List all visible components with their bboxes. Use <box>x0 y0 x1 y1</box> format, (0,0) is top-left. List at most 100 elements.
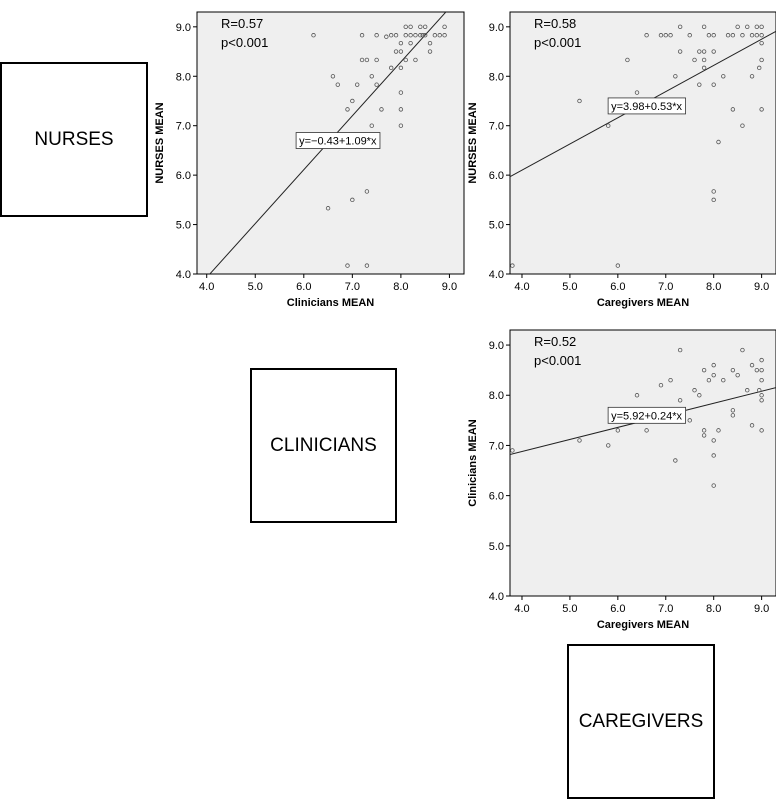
data-point <box>398 49 404 54</box>
r-value: R=0.58 <box>534 16 576 31</box>
data-point <box>668 377 673 383</box>
data-point <box>427 40 433 46</box>
data-point <box>697 82 702 87</box>
data-point <box>754 24 760 30</box>
data-point <box>663 33 668 38</box>
data-point <box>759 393 764 398</box>
chart-clinicians-vs-caregivers: 4.0 5.0 6.0 7.0 8.0 9.0 4.0 5.0 6.0 7.0 8.0 9.0 Care… <box>467 329 776 631</box>
p-value: p<0.001 <box>221 35 268 50</box>
p-value: p<0.001 <box>534 353 581 368</box>
data-point <box>408 40 413 46</box>
chart-nurses-vs-clinicians: 4.0 5.0 6.0 7.0 8.0 9.0 4.0 5.0 6.0 7.0 8.0 9.0 Clin… <box>154 11 465 309</box>
caregivers-label: CAREGIVERS <box>578 710 704 732</box>
data-point <box>577 438 582 443</box>
data-point <box>740 33 745 38</box>
regression-equation: y=−0.43+1.09*x <box>299 136 377 148</box>
data-point <box>721 377 726 383</box>
data-point <box>754 33 760 38</box>
data-point <box>673 74 678 79</box>
data-point <box>701 49 707 54</box>
data-point <box>359 33 365 38</box>
data-point <box>759 367 764 373</box>
data-point <box>759 24 764 30</box>
data-point <box>759 107 764 112</box>
data-point <box>355 82 360 87</box>
x-tick-label: 7.0 <box>658 603 673 615</box>
data-point <box>745 388 750 393</box>
y-tick-label: 6.0 <box>176 170 191 182</box>
equation-box <box>607 97 686 115</box>
data-point <box>398 90 404 95</box>
data-point <box>701 367 707 373</box>
data-point <box>706 377 712 383</box>
data-point <box>749 33 755 38</box>
x-axis-title: Caregivers MEAN <box>597 297 689 309</box>
x-tick-label: 5.0 <box>562 603 577 615</box>
data-point <box>408 33 413 38</box>
data-point <box>658 383 664 388</box>
y-tick-label: 6.0 <box>489 491 504 503</box>
x-tick-label: 9.0 <box>442 281 457 293</box>
x-tick-label: 5.0 <box>248 281 263 293</box>
data-point <box>615 263 621 268</box>
data-point <box>677 347 683 353</box>
data-point <box>606 443 611 448</box>
data-point <box>393 49 399 54</box>
data-point <box>311 33 316 38</box>
y-axis-title: NURSES MEAN <box>154 102 166 183</box>
data-point <box>757 388 762 393</box>
data-point <box>730 408 736 413</box>
data-point <box>625 57 630 63</box>
regression-equation: y=3.98+0.53*x <box>611 101 682 113</box>
data-point <box>418 33 423 38</box>
data-point <box>413 57 418 63</box>
y-tick-label: 4.0 <box>176 269 191 281</box>
data-point <box>418 24 423 30</box>
x-axis-title: Caregivers MEAN <box>597 619 689 631</box>
data-point <box>510 448 515 453</box>
nurses-label-box: NURSES <box>0 62 148 217</box>
equation-box <box>295 132 381 149</box>
data-point <box>345 263 350 268</box>
x-tick-label: 4.0 <box>514 603 529 615</box>
y-axis-title: Clinicians MEAN <box>467 419 479 506</box>
data-point <box>730 107 736 112</box>
data-point <box>577 98 582 104</box>
data-point <box>374 33 379 38</box>
y-axis-title: NURSES MEAN <box>467 102 479 183</box>
x-axis-title: Clinicians MEAN <box>287 297 374 309</box>
y-tick-label: 5.0 <box>176 220 191 232</box>
nurses-label: NURSES <box>34 128 114 150</box>
data-point <box>711 49 716 54</box>
data-point <box>697 393 702 398</box>
data-point <box>759 357 764 363</box>
data-point <box>398 123 404 128</box>
y-tick-label: 9.0 <box>176 22 191 34</box>
data-point <box>735 372 740 378</box>
data-point <box>384 34 389 39</box>
x-tick-label: 9.0 <box>754 603 769 615</box>
data-point <box>634 90 640 95</box>
x-tick-label: 4.0 <box>514 281 529 293</box>
data-point <box>759 398 764 403</box>
x-tick-label: 4.0 <box>199 281 214 293</box>
data-point <box>335 82 340 87</box>
y-tick-label: 4.0 <box>489 269 504 281</box>
data-point <box>711 453 716 458</box>
data-point <box>403 24 408 30</box>
data-point <box>759 428 764 433</box>
x-tick-label: 6.0 <box>610 281 625 293</box>
x-tick-label: 7.0 <box>345 281 360 293</box>
data-point <box>711 33 716 38</box>
data-point <box>658 33 664 38</box>
r-value: R=0.52 <box>534 334 576 349</box>
data-point <box>759 33 764 38</box>
data-point <box>711 189 716 194</box>
data-point <box>677 398 683 403</box>
y-tick-label: 4.0 <box>489 591 504 603</box>
data-point <box>701 433 707 438</box>
data-point <box>711 362 716 368</box>
data-point <box>706 33 712 38</box>
data-point <box>716 139 721 145</box>
data-point <box>388 65 394 71</box>
